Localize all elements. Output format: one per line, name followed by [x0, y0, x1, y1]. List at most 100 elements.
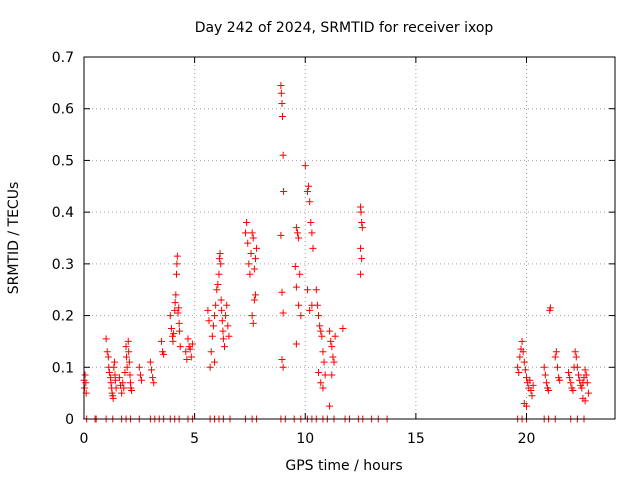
- data-point: [246, 270, 254, 278]
- data-point: [357, 244, 365, 252]
- data-point: [146, 358, 154, 366]
- data-point: [224, 322, 232, 330]
- data-point: [518, 337, 526, 345]
- data-point: [122, 343, 130, 351]
- data-point: [357, 208, 365, 216]
- data-point: [123, 363, 131, 371]
- data-point: [295, 234, 303, 242]
- y-tick-label: 0.1: [52, 360, 74, 376]
- data-point: [326, 402, 334, 410]
- data-point: [111, 358, 119, 366]
- data-point: [516, 353, 524, 361]
- data-point: [319, 348, 327, 356]
- data-point: [175, 304, 183, 312]
- data-point: [120, 384, 128, 392]
- data-point: [307, 218, 315, 226]
- data-point: [216, 250, 224, 258]
- data-point: [528, 392, 536, 400]
- data-point: [358, 218, 366, 226]
- data-point: [523, 402, 530, 410]
- data-point: [315, 368, 323, 376]
- data-point: [546, 304, 554, 312]
- data-point: [277, 231, 285, 239]
- data-point: [187, 353, 195, 361]
- data-point: [250, 265, 258, 273]
- data-point: [253, 244, 261, 252]
- data-point: [250, 296, 258, 304]
- data-point: [251, 291, 259, 299]
- data-point: [160, 350, 168, 358]
- data-point: [172, 291, 180, 299]
- data-point: [217, 296, 225, 304]
- data-point: [147, 366, 155, 374]
- data-point: [306, 306, 314, 314]
- data-point: [317, 379, 325, 387]
- data-point: [122, 353, 130, 361]
- y-tick-label: 0.6: [52, 102, 74, 118]
- x-tick-label: 10: [296, 431, 314, 447]
- y-tick-label: 0.2: [52, 309, 74, 325]
- data-point: [150, 379, 158, 387]
- data-point: [249, 319, 257, 327]
- data-point: [312, 286, 320, 294]
- data-point: [326, 327, 334, 335]
- data-point: [583, 379, 591, 387]
- data-point: [321, 371, 329, 379]
- data-point: [294, 229, 302, 237]
- data-point: [553, 363, 561, 371]
- data-point: [278, 288, 286, 296]
- data-point: [278, 100, 286, 108]
- y-tick-label: 0.7: [52, 50, 74, 66]
- data-point: [529, 381, 537, 389]
- data-point: [173, 252, 181, 260]
- data-point: [107, 379, 115, 387]
- data-point: [308, 229, 316, 237]
- data-point: [545, 387, 553, 395]
- data-point: [572, 353, 580, 361]
- data-point: [541, 371, 549, 379]
- data-point: [514, 363, 522, 371]
- data-point: [569, 387, 577, 395]
- grid-lines: [84, 57, 615, 419]
- data-point: [527, 387, 535, 395]
- data-point: [278, 356, 286, 364]
- data-point: [128, 387, 136, 395]
- data-point: [174, 309, 182, 317]
- data-point: [277, 81, 285, 89]
- data-point: [249, 234, 257, 242]
- data-point: [542, 379, 550, 387]
- data-point: [248, 312, 256, 320]
- x-tick-label: 0: [80, 431, 89, 447]
- data-point: [215, 255, 223, 263]
- y-axis-label: SRMTID / TECUs: [6, 182, 22, 295]
- data-point: [317, 327, 325, 335]
- data-point: [581, 366, 589, 374]
- data-point: [138, 376, 146, 384]
- data-point: [102, 335, 110, 343]
- plot-frame: [83, 56, 616, 420]
- data-point: [119, 379, 127, 387]
- chart-title: Day 242 of 2024, SRMTID for receiver ixo…: [195, 20, 494, 36]
- data-point: [222, 312, 230, 320]
- data-point: [175, 319, 183, 327]
- data-point: [211, 358, 219, 366]
- data-point: [166, 312, 174, 320]
- data-point: [157, 337, 165, 345]
- data-point: [103, 348, 111, 356]
- data-point: [149, 374, 157, 382]
- data-point: [515, 368, 523, 376]
- data-point: [306, 198, 314, 206]
- data-point: [552, 348, 560, 356]
- data-point: [167, 325, 175, 332]
- data-point: [358, 255, 366, 263]
- data-point: [182, 348, 190, 356]
- data-point: [212, 301, 220, 309]
- data-point: [566, 374, 574, 382]
- data-point: [81, 371, 89, 379]
- data-point: [82, 379, 90, 387]
- data-point: [115, 374, 123, 382]
- data-point: [279, 309, 287, 317]
- data-point: [209, 322, 217, 330]
- data-point: [574, 371, 582, 379]
